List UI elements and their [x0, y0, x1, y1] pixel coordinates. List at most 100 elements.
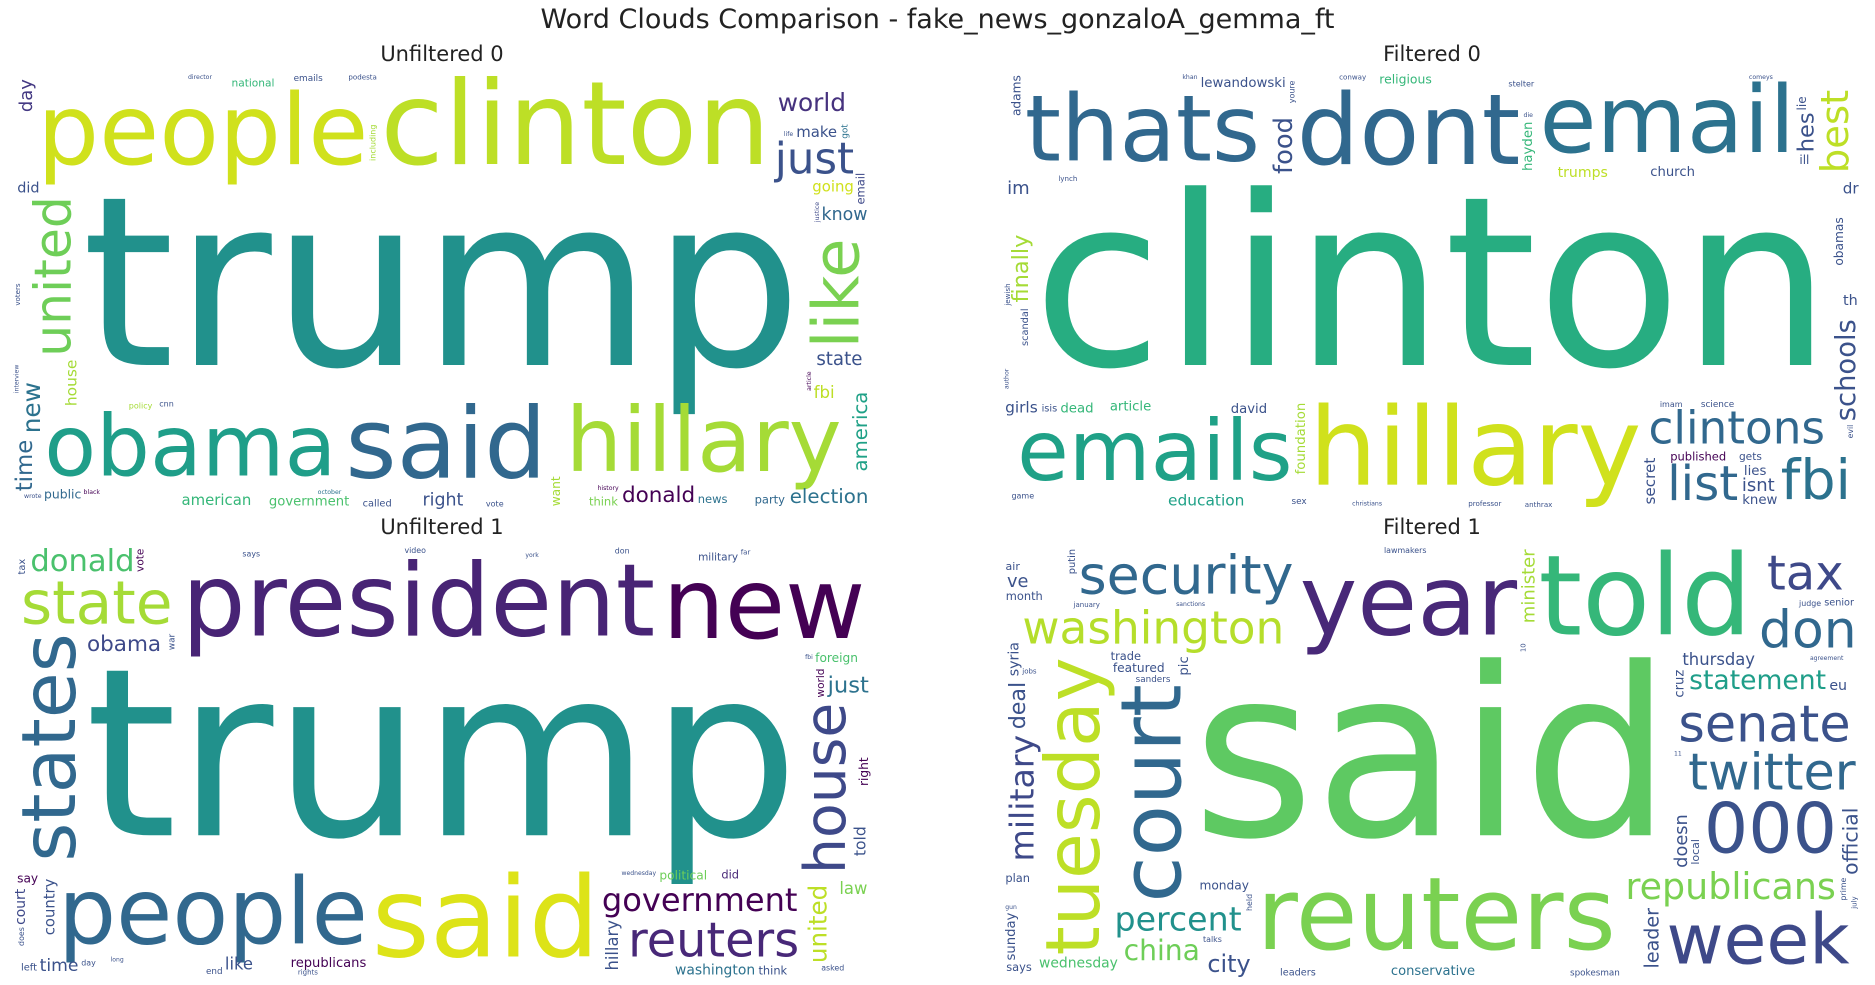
cloud-word: including — [369, 125, 378, 161]
cloud-word: say — [17, 872, 38, 886]
panel-title-unfiltered-0: Unfiltered 0 — [380, 42, 504, 66]
cloud-word: leader — [1641, 908, 1664, 969]
cloud-word: girls — [1005, 399, 1038, 417]
cloud-word: khan — [1182, 74, 1197, 81]
cloud-word: tax — [1767, 545, 1844, 601]
cloud-word: twitter — [1688, 742, 1856, 801]
cloud-word: eu — [1829, 678, 1847, 694]
cloud-word: stelter — [1508, 79, 1535, 88]
cloud-word: emails — [294, 74, 323, 84]
cloud-word: article — [806, 371, 813, 391]
cloud-word: republicans — [291, 956, 367, 971]
cloud-word: just — [827, 672, 869, 698]
cloud-word: doesn — [1671, 814, 1692, 868]
cloud-word: state — [816, 349, 862, 370]
cloud-word: thats — [1025, 75, 1260, 183]
cloud-word: law — [839, 879, 867, 898]
cloud-word: like — [800, 238, 872, 348]
cloud-word: obama — [44, 397, 336, 496]
cloud-word: hillary — [565, 389, 841, 493]
cloud-word: american — [181, 491, 251, 509]
cloud-word: month — [1006, 589, 1043, 603]
cloud-word: director — [188, 74, 212, 81]
panel-title-filtered-1: Filtered 1 — [1383, 515, 1481, 539]
cloud-word: local — [1689, 839, 1702, 865]
cloud-word: sex — [1292, 497, 1307, 507]
cloud-word: voters — [13, 283, 22, 306]
cloud-word: did — [721, 868, 739, 882]
cloud-word: right — [857, 757, 871, 786]
cloud-word: reuters — [628, 914, 799, 969]
cloud-word: jobs — [1021, 667, 1037, 675]
cloud-word: vote — [486, 499, 504, 508]
cloud-word: christians — [1352, 500, 1382, 507]
cloud-word: national — [232, 77, 275, 89]
cloud-word: featured — [1113, 661, 1165, 675]
cloud-word: 10 — [1520, 643, 1528, 652]
cloud-word: said — [1192, 618, 1672, 891]
cloud-word: 000 — [1704, 788, 1837, 869]
cloud-word: science — [1701, 400, 1734, 410]
cloud-word: think — [758, 963, 787, 977]
cloud-word: die — [1524, 112, 1534, 119]
cloud-word: ve — [1007, 571, 1028, 592]
cloud-word: political — [659, 868, 707, 882]
cloud-word: july — [1850, 896, 1858, 909]
cloud-word: left — [21, 962, 37, 973]
cloud-word: does — [17, 927, 26, 946]
cloud-word: tax — [17, 559, 28, 575]
cloud-word: don — [1759, 600, 1857, 660]
cloud-word: adams — [1009, 75, 1023, 116]
cloud-word: religious — [1379, 72, 1432, 87]
cloud-word: scandal — [1020, 308, 1031, 346]
cloud-word: knew — [1742, 493, 1777, 508]
cloud-word: foundation — [1294, 403, 1309, 475]
cloud-word: trumps — [1558, 165, 1608, 181]
cloud-word: food — [1269, 117, 1299, 174]
cloud-word: china — [1124, 934, 1200, 967]
cloud-word: air — [1006, 560, 1021, 573]
cloud-word: court — [13, 888, 29, 925]
cloud-word: dont — [1297, 74, 1521, 188]
cloud-word: end — [206, 967, 223, 977]
cloud-word: military — [1002, 735, 1041, 862]
cloud-word: ill — [1799, 153, 1809, 167]
cloud-word: isnt — [1742, 475, 1775, 496]
cloud-word: church — [1650, 165, 1695, 180]
cloud-word: senior — [1824, 598, 1854, 609]
cloud-word: gun — [1005, 904, 1017, 911]
cloud-word: republicans — [1626, 865, 1836, 908]
cloud-word: president — [182, 545, 655, 659]
cloud-word: wrote — [24, 493, 42, 500]
cloud-word: people — [58, 858, 368, 965]
cloud-word: conservative — [1391, 964, 1475, 979]
cloud-word: gets — [1739, 451, 1762, 463]
cloud-word: new — [17, 382, 46, 433]
cloud-word: wednesday — [1039, 955, 1118, 971]
cloud-word: world — [778, 88, 846, 117]
cloud-word: talks — [1203, 935, 1222, 944]
cloud-word: lie — [1795, 96, 1809, 110]
cloud-word: anthrax — [1525, 500, 1553, 509]
cloud-word: clinton — [380, 72, 770, 192]
cloud-word: tuesday — [1030, 657, 1117, 955]
cloud-word: day — [81, 958, 96, 967]
cloud-word: syria — [1007, 642, 1023, 676]
cloud-word: comeys — [1749, 74, 1773, 81]
cloud-word: right — [423, 490, 464, 510]
cloud-word: vote — [135, 549, 147, 572]
cloud-word: deal — [1005, 682, 1031, 730]
cloud-word: official — [1838, 808, 1862, 875]
cloud-word: senate — [1678, 695, 1850, 754]
cloud-word: january — [1073, 601, 1100, 609]
cloud-word: says — [1006, 960, 1032, 974]
cloud-word: day — [16, 79, 37, 112]
cloud-word: clintons — [1648, 402, 1825, 455]
cloud-word: party — [755, 493, 786, 507]
cloud-word: spokesman — [1570, 969, 1620, 979]
cloud-word: trade — [1111, 649, 1141, 663]
cloud-word: conway — [1339, 72, 1366, 81]
